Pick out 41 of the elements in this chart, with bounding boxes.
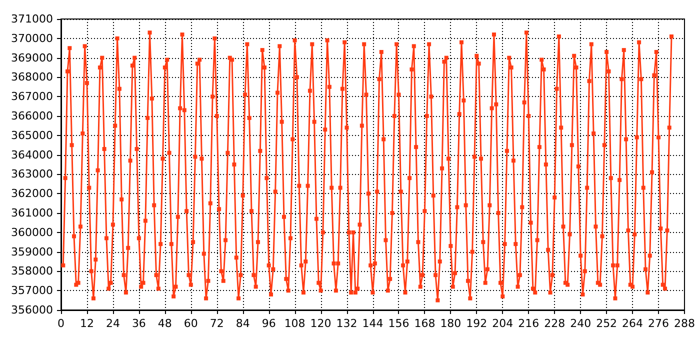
y-tick-label: 363000: [11, 168, 53, 181]
x-tick-label: 192: [466, 317, 488, 330]
y-tick-label: 370000: [11, 32, 53, 45]
x-tick-label: 264: [622, 317, 644, 330]
x-tick-label: 252: [596, 317, 618, 330]
x-tick-label: 60: [184, 317, 198, 330]
x-tick-label: 228: [544, 317, 566, 330]
y-tick-label: 361000: [11, 206, 53, 220]
y-tick-label: 356000: [11, 304, 53, 316]
x-tick-label: 168: [414, 317, 436, 330]
x-tick-label: 276: [648, 317, 670, 330]
y-tick-label: 368000: [11, 70, 53, 84]
x-tick-label: 0: [58, 317, 64, 330]
x-tick-label: 96: [262, 317, 276, 330]
y-tick-label: 371000: [11, 12, 53, 26]
y-tick-label: 362000: [11, 187, 53, 200]
x-tick-label: 180: [440, 317, 462, 330]
x-tick-label: 216: [518, 317, 540, 330]
x-tick-label: 36: [132, 317, 146, 330]
y-tick-label: 369000: [11, 51, 53, 64]
y-tick-label: 359000: [11, 245, 53, 258]
y-tick-label: 367000: [11, 90, 53, 104]
y-tick-label: 364000: [11, 148, 53, 162]
x-tick-label: 240: [570, 317, 592, 330]
x-tick-label: 132: [336, 317, 358, 330]
y-tick-label: 357000: [11, 284, 53, 298]
y-tick-label: 366000: [11, 110, 53, 122]
x-tick-label: 204: [492, 317, 514, 330]
x-tick-label: 120: [310, 317, 332, 330]
y-tick-label: 360000: [11, 226, 53, 239]
x-tick-label: 72: [210, 317, 224, 330]
x-tick-label: 24: [106, 317, 120, 330]
x-tick-label: 108: [284, 317, 306, 330]
x-tick-label: 12: [80, 317, 94, 330]
y-tick-label: 365000: [11, 128, 53, 142]
y-tick-label: 358000: [11, 264, 53, 278]
x-tick-label: 48: [158, 317, 172, 330]
x-tick-label: 156: [388, 317, 410, 330]
x-tick-label: 288: [674, 317, 695, 330]
x-tick-label: 144: [362, 317, 384, 330]
x-tick-label: 84: [236, 317, 250, 330]
